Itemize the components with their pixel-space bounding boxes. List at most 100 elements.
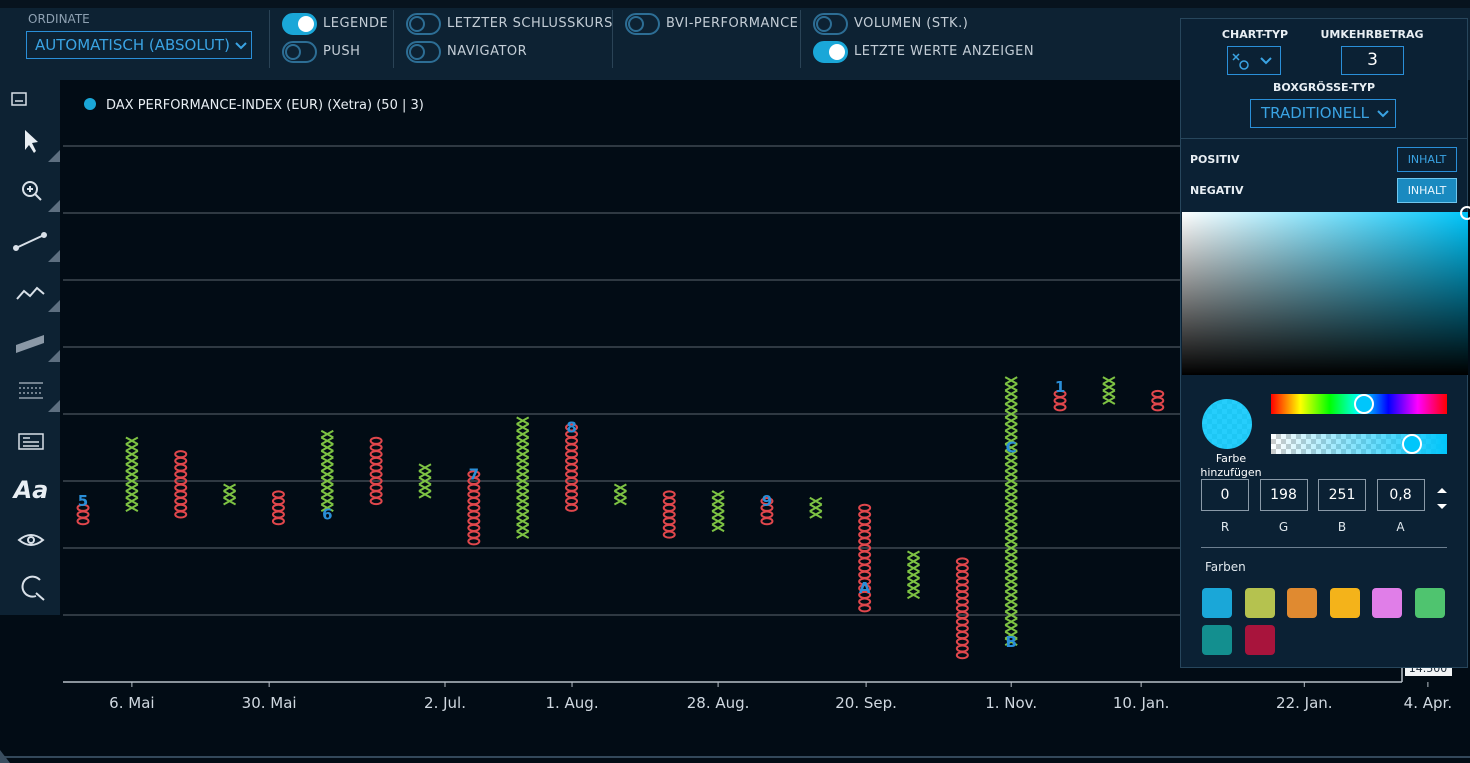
o-box [369,456,383,465]
color-field[interactable] [1182,212,1468,375]
x-box [516,510,530,519]
rgba-input[interactable]: 198 [1259,479,1308,511]
x-box [1004,577,1018,586]
legend-marker[interactable] [84,98,96,110]
o-box [174,490,188,499]
o-box [858,530,872,539]
x-box [516,476,530,486]
x-box [1004,483,1018,492]
stepper[interactable] [1435,485,1449,513]
eye-icon[interactable] [17,534,45,546]
hue-handle[interactable] [1354,394,1374,414]
o-box [662,490,676,499]
toggle[interactable] [282,13,317,35]
settings-panel: CHART-TYP UMKEHRBETRAG 3 BOXGRÖSSE-TYP T… [1180,18,1470,668]
palette-swatch[interactable] [1244,625,1275,655]
x-box [418,463,432,472]
toggle[interactable] [813,13,848,35]
news-icon[interactable] [18,433,44,450]
o-box [76,503,90,512]
x-box [516,490,530,499]
x-box [809,510,823,519]
x-box [613,490,627,499]
rgba-input[interactable]: 0,8 [1376,479,1425,511]
text-tool[interactable]: Aa [12,476,49,504]
positive-button[interactable]: INHALT [1397,147,1457,172]
rgba-input[interactable]: 0 [1201,479,1249,511]
negative-button[interactable]: INHALT [1397,178,1457,203]
palette-swatch[interactable] [1202,588,1232,618]
x-box [125,463,139,472]
palette-swatch[interactable] [1329,588,1360,618]
toggle-knob [829,44,845,60]
o-box [174,503,188,512]
o-box [369,463,383,472]
x-column [516,416,530,539]
reversal-input[interactable]: 3 [1341,46,1404,75]
x-box [1004,637,1018,647]
alpha-handle[interactable] [1402,434,1422,454]
color-field-handle[interactable] [1460,206,1470,220]
trend-icon[interactable] [16,286,45,300]
toggle[interactable] [406,13,441,35]
x-box [516,463,530,472]
x-box [1004,470,1018,479]
separator [393,10,394,68]
o-column [760,497,774,526]
o-box [271,497,285,506]
x-column [809,496,823,519]
palette-swatch[interactable] [1202,625,1232,655]
x-box [907,550,920,559]
x-box [711,523,725,533]
zoom-icon[interactable] [22,181,38,197]
o-box [174,470,188,479]
toggle[interactable] [406,41,441,63]
o-box [565,443,579,452]
x-box [1004,436,1018,446]
rgba-input[interactable]: 251 [1318,479,1366,511]
collapse-icon[interactable] [11,92,27,106]
palette-swatch[interactable] [1244,588,1275,618]
o-column [858,503,872,613]
toggle[interactable] [282,41,317,63]
chart-type-label: CHART-TYP [1221,28,1289,41]
toggle[interactable] [625,13,660,35]
x-column [907,550,920,600]
channel-icon[interactable] [16,335,44,353]
x-box [1102,382,1116,392]
o-box [271,517,285,526]
toggle-label: LEGENDE [323,16,389,31]
legend-label[interactable]: DAX PERFORMANCE-INDEX (EUR) (Xetra) (50 … [106,98,424,113]
grid-icon[interactable] [19,382,43,399]
o-box [760,510,774,519]
x-tick-label: 22. Jan. [1276,694,1333,712]
palette-swatch[interactable] [1414,588,1445,618]
ordinate-select[interactable]: AUTOMATISCH (ABSOLUT) [26,31,252,59]
month-mark: 7 [469,465,479,483]
o-box [1053,403,1067,412]
line-icon[interactable] [15,234,45,249]
palette-swatch[interactable] [1287,588,1317,618]
x-box [125,496,139,506]
reversal-label: UMKEHRBETRAG [1320,28,1424,41]
x-box [711,490,725,499]
toggle[interactable] [813,41,848,63]
x-box [418,483,432,492]
add-color[interactable]: Farbe hinzufügen [1200,452,1262,479]
palette-swatch[interactable] [1372,588,1402,618]
x-box [320,449,334,459]
x-box [320,476,334,486]
magnet-icon[interactable] [21,575,41,598]
pointer-icon[interactable] [25,130,38,153]
negative-label: NEGATIV [1190,184,1244,197]
o-box [955,597,969,606]
o-box [565,450,579,459]
picked-color[interactable] [1202,399,1252,449]
box-size-type-select[interactable]: TRADITIONELL [1250,99,1396,128]
chart-type-select[interactable] [1227,46,1281,75]
x-box [1004,523,1018,533]
o-column [1151,389,1165,412]
o-box [760,517,774,526]
toggle-knob [409,16,425,32]
month-mark: C [1006,439,1017,457]
